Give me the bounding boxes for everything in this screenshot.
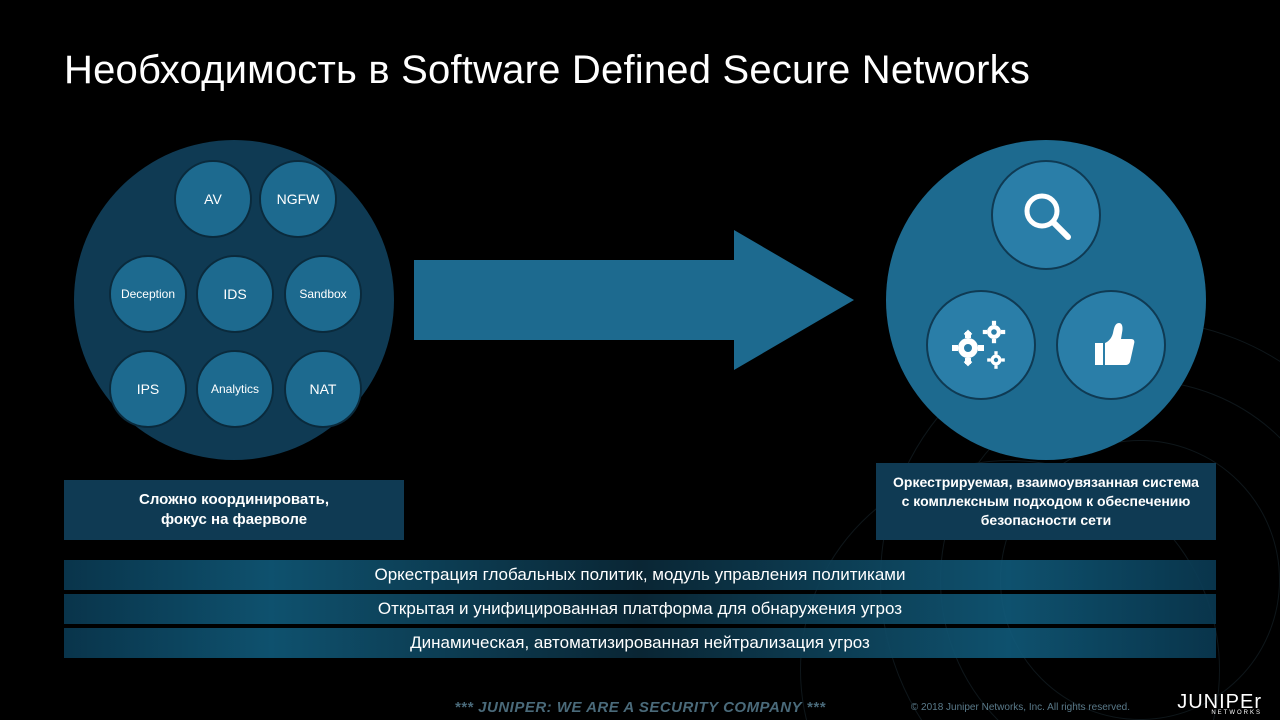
small-label: IDS — [223, 286, 246, 302]
small-label: IPS — [137, 381, 160, 397]
icon-circle-thumbs-up — [1056, 290, 1166, 400]
left-caption: Сложно координировать, фокус на фаерволе — [64, 480, 404, 541]
transition-arrow — [414, 230, 854, 370]
right-big-circle — [886, 140, 1206, 460]
gears-icon — [946, 310, 1016, 380]
slide-title: Необходимость в Software Defined Secure … — [64, 48, 1030, 93]
small-label: NGFW — [277, 191, 320, 207]
caption-text: Оркестрируемая, взаимоувязанная система … — [893, 474, 1199, 528]
juniper-logo: JUNIPEr NETWORKS — [1177, 691, 1262, 716]
benefit-bar: Оркестрация глобальных политик, модуль у… — [64, 560, 1216, 590]
diagram-stage: AV NGFW Deception IDS Sandbox IPS Analyt… — [64, 140, 1216, 540]
benefit-bars: Оркестрация глобальных политик, модуль у… — [64, 560, 1216, 662]
magnifier-icon — [1016, 185, 1076, 245]
small-circle-analytics: Analytics — [196, 350, 274, 428]
icon-circle-magnifier — [991, 160, 1101, 270]
small-circle-sandbox: Sandbox — [284, 255, 362, 333]
left-big-circle: AV NGFW Deception IDS Sandbox IPS Analyt… — [74, 140, 394, 460]
small-label: Sandbox — [299, 287, 346, 301]
small-label: Deception — [121, 287, 175, 301]
icon-circle-gears — [926, 290, 1036, 400]
small-circle-ips: IPS — [109, 350, 187, 428]
small-label: NAT — [310, 381, 337, 397]
benefit-bar: Открытая и унифицированная платформа для… — [64, 594, 1216, 624]
small-label: AV — [204, 191, 222, 207]
small-circle-deception: Deception — [109, 255, 187, 333]
benefit-bar: Динамическая, автоматизированная нейтрал… — [64, 628, 1216, 658]
slide-footer: *** JUNIPER: WE ARE A SECURITY COMPANY *… — [0, 694, 1280, 720]
footer-copyright: © 2018 Juniper Networks, Inc. All rights… — [911, 702, 1130, 713]
bar-text: Динамическая, автоматизированная нейтрал… — [410, 633, 870, 653]
caption-text: Сложно координировать, фокус на фаерволе — [139, 491, 329, 528]
bar-text: Оркестрация глобальных политик, модуль у… — [375, 565, 906, 585]
small-circle-ngfw: NGFW — [259, 160, 337, 238]
small-circle-ids: IDS — [196, 255, 274, 333]
bar-text: Открытая и унифицированная платформа для… — [378, 599, 902, 619]
small-circle-av: AV — [174, 160, 252, 238]
right-caption: Оркестрируемая, взаимоувязанная система … — [876, 463, 1216, 540]
small-label: Analytics — [211, 382, 259, 396]
thumbs-up-icon — [1081, 315, 1141, 375]
small-circle-nat: NAT — [284, 350, 362, 428]
